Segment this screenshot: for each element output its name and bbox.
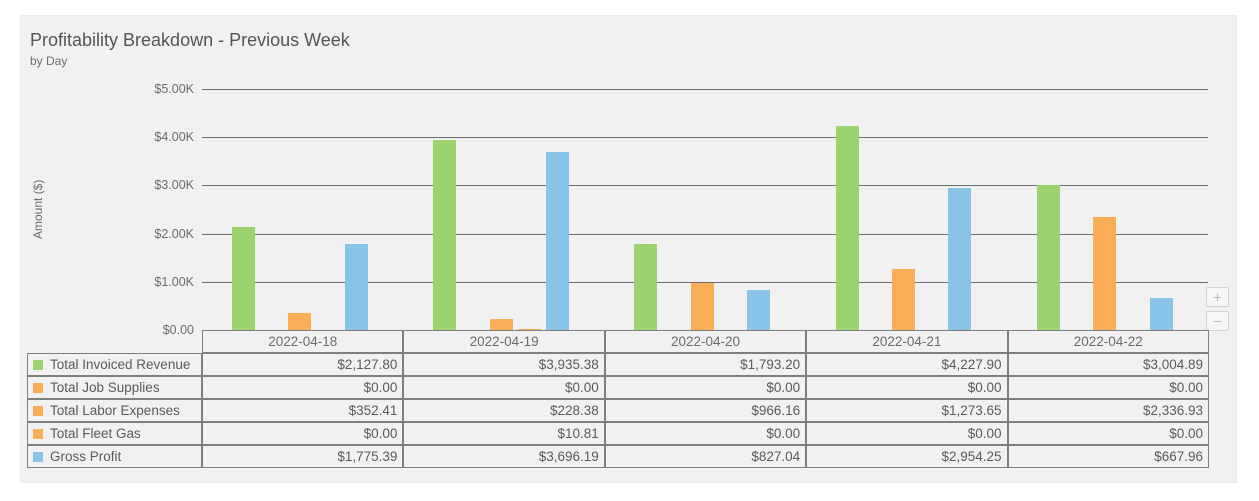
table-column-header: 2022-04-18	[202, 330, 404, 353]
table-value-cell: $3,935.38	[403, 353, 605, 376]
table-column-header: 2022-04-22	[1007, 330, 1209, 353]
bar-total-labor-expenses-2022-04-19	[490, 319, 513, 330]
table-value-cell: $2,336.93	[1007, 399, 1209, 422]
bar-total-invoiced-revenue-2022-04-20	[634, 244, 657, 330]
y-axis-tick-label: $4.00K	[154, 130, 194, 144]
chart-subtitle: by Day	[30, 54, 68, 68]
table-value-cell: $228.38	[403, 399, 605, 422]
bar-total-invoiced-revenue-2022-04-18	[232, 227, 255, 330]
table-value-cell: $0.00	[604, 376, 807, 399]
table-value-cell: $0.00	[1007, 376, 1209, 399]
bar-total-labor-expenses-2022-04-22	[1093, 217, 1116, 330]
gridline	[202, 89, 1208, 90]
bar-gross-profit-2022-04-18	[345, 244, 368, 330]
bar-gross-profit-2022-04-20	[747, 290, 770, 330]
legend-swatch-icon	[33, 360, 43, 370]
chart-title: Profitability Breakdown - Previous Week	[30, 30, 350, 50]
table-column-header: 2022-04-19	[403, 330, 605, 353]
legend-swatch-icon	[33, 406, 43, 416]
legend-swatch-icon	[33, 429, 43, 439]
table-value-cell: $0.00	[806, 422, 1008, 445]
table-value-cell: $0.00	[604, 422, 807, 445]
table-value-cell: $1,793.20	[604, 353, 807, 376]
bar-gross-profit-2022-04-19	[546, 152, 569, 330]
table-row: Gross Profit $1,775.39 $3,696.19 $827.04 $2,…	[27, 445, 1209, 468]
table-value-cell: $827.04	[604, 445, 807, 468]
legend-cell-total-job-supplies: Total Job Supplies	[27, 376, 203, 399]
plot-area	[202, 89, 1208, 330]
table-value-cell: $2,954.25	[806, 445, 1008, 468]
legend-cell-total-labor-expenses: Total Labor Expenses	[27, 399, 203, 422]
y-axis-tick-label: $3.00K	[154, 178, 194, 192]
legend-swatch-icon	[33, 452, 43, 462]
table-column-header: 2022-04-21	[806, 330, 1008, 353]
table-row: Total Job Supplies $0.00 $0.00 $0.00 $0.00 $0…	[27, 376, 1209, 399]
table-value-cell: $2,127.80	[202, 353, 404, 376]
gridline	[202, 137, 1208, 138]
bar-total-invoiced-revenue-2022-04-22	[1037, 185, 1060, 330]
table-value-cell: $1,273.65	[806, 399, 1008, 422]
table-value-cell: $0.00	[202, 376, 404, 399]
bar-total-fleet-gas-2022-04-19	[518, 329, 541, 330]
bar-gross-profit-2022-04-22	[1150, 298, 1173, 330]
chart-panel: Profitability Breakdown - Previous Week …	[20, 15, 1237, 483]
legend-cell-total-invoiced-revenue: Total Invoiced Revenue	[27, 353, 203, 376]
table-row: Total Fleet Gas $0.00 $10.81 $0.00 $0.00 $0.0…	[27, 422, 1209, 445]
gridline	[202, 282, 1208, 283]
table-value-cell: $667.96	[1007, 445, 1209, 468]
gridline	[202, 234, 1208, 235]
table-value-cell: $966.16	[604, 399, 807, 422]
legend-swatch-icon	[33, 383, 43, 393]
legend-label: Gross Profit	[50, 449, 122, 464]
bar-total-invoiced-revenue-2022-04-21	[836, 126, 859, 330]
legend-label: Total Labor Expenses	[50, 403, 180, 418]
bar-total-labor-expenses-2022-04-21	[892, 269, 915, 330]
legend-label: Total Fleet Gas	[50, 426, 141, 441]
table-column-header: 2022-04-20	[604, 330, 807, 353]
y-axis-tick-label: $0.00	[162, 323, 194, 337]
table-value-cell: $3,004.89	[1007, 353, 1209, 376]
table-value-cell: $10.81	[403, 422, 605, 445]
table-row: Total Labor Expenses $352.41 $228.38 $966.1…	[27, 399, 1209, 422]
y-axis-tick-label: $2.00K	[154, 227, 194, 241]
legend-label: Total Job Supplies	[50, 380, 160, 395]
bar-total-invoiced-revenue-2022-04-19	[433, 140, 456, 330]
legend-label: Total Invoiced Revenue	[50, 357, 191, 372]
legend-cell-gross-profit: Gross Profit	[27, 445, 203, 468]
table-row: Total Invoiced Revenue $2,127.80 $3,935.38…	[27, 353, 1209, 376]
table-value-cell: $352.41	[202, 399, 404, 422]
bar-total-labor-expenses-2022-04-20	[691, 283, 714, 330]
zoom-in-button[interactable]: +	[1206, 287, 1229, 307]
table-value-cell: $4,227.90	[806, 353, 1008, 376]
chart-zoom-controls: + −	[1206, 287, 1229, 335]
zoom-out-button[interactable]: −	[1206, 311, 1229, 331]
table-value-cell: $0.00	[403, 376, 605, 399]
y-axis-title: Amount ($)	[31, 179, 45, 240]
bar-total-labor-expenses-2022-04-18	[288, 313, 311, 330]
table-value-cell: $0.00	[1007, 422, 1209, 445]
data-table: 2022-04-18 2022-04-19 2022-04-20 2022-04-21…	[27, 330, 1209, 468]
table-value-cell: $0.00	[202, 422, 404, 445]
table-value-cell: $1,775.39	[202, 445, 404, 468]
gridline	[202, 185, 1208, 186]
y-axis-tick-label: $1.00K	[154, 275, 194, 289]
table-value-cell: $3,696.19	[403, 445, 605, 468]
bar-gross-profit-2022-04-21	[948, 188, 971, 330]
y-axis-tick-label: $5.00K	[154, 82, 194, 96]
legend-cell-total-fleet-gas: Total Fleet Gas	[27, 422, 203, 445]
table-corner-cell	[27, 330, 202, 353]
table-value-cell: $0.00	[806, 376, 1008, 399]
